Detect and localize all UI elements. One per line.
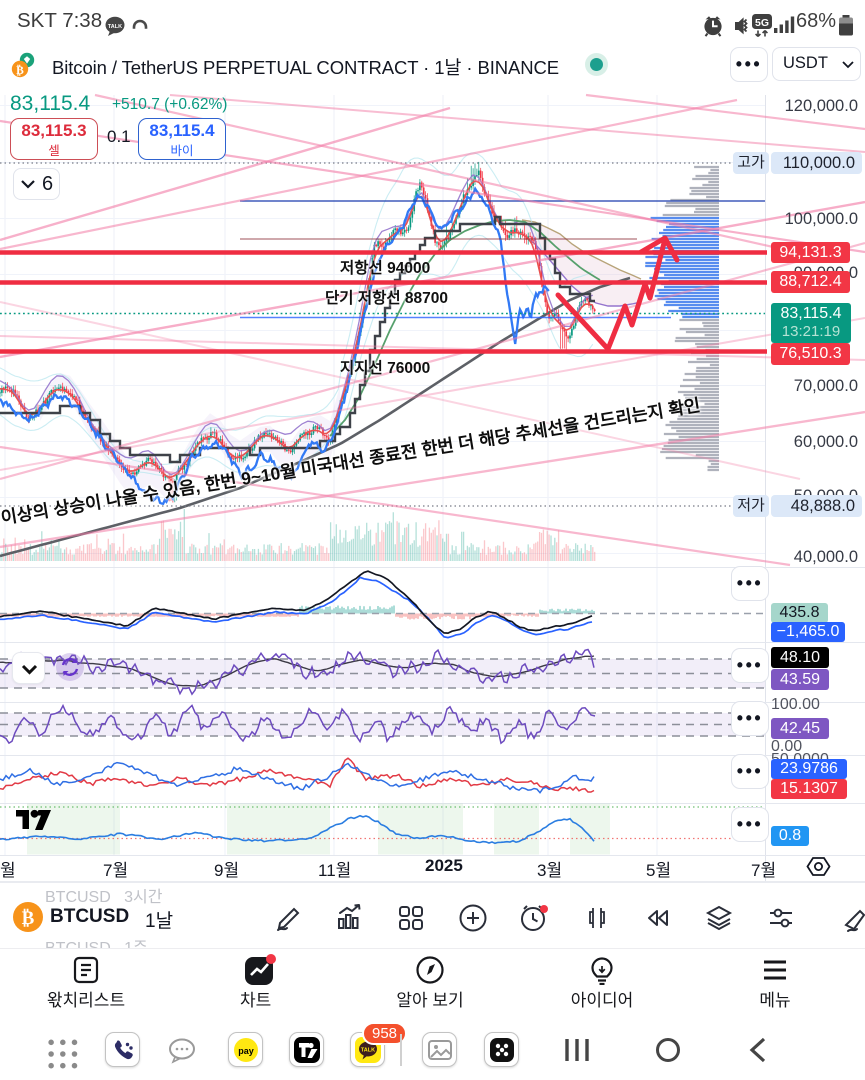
svg-text:pay: pay xyxy=(238,1046,254,1056)
svg-text:TALK: TALK xyxy=(108,24,122,30)
svg-text:5G: 5G xyxy=(755,17,769,29)
svg-text:TALK: TALK xyxy=(360,1047,374,1053)
svg-text:₿: ₿ xyxy=(22,908,35,929)
svg-text:₿: ₿ xyxy=(16,64,24,77)
